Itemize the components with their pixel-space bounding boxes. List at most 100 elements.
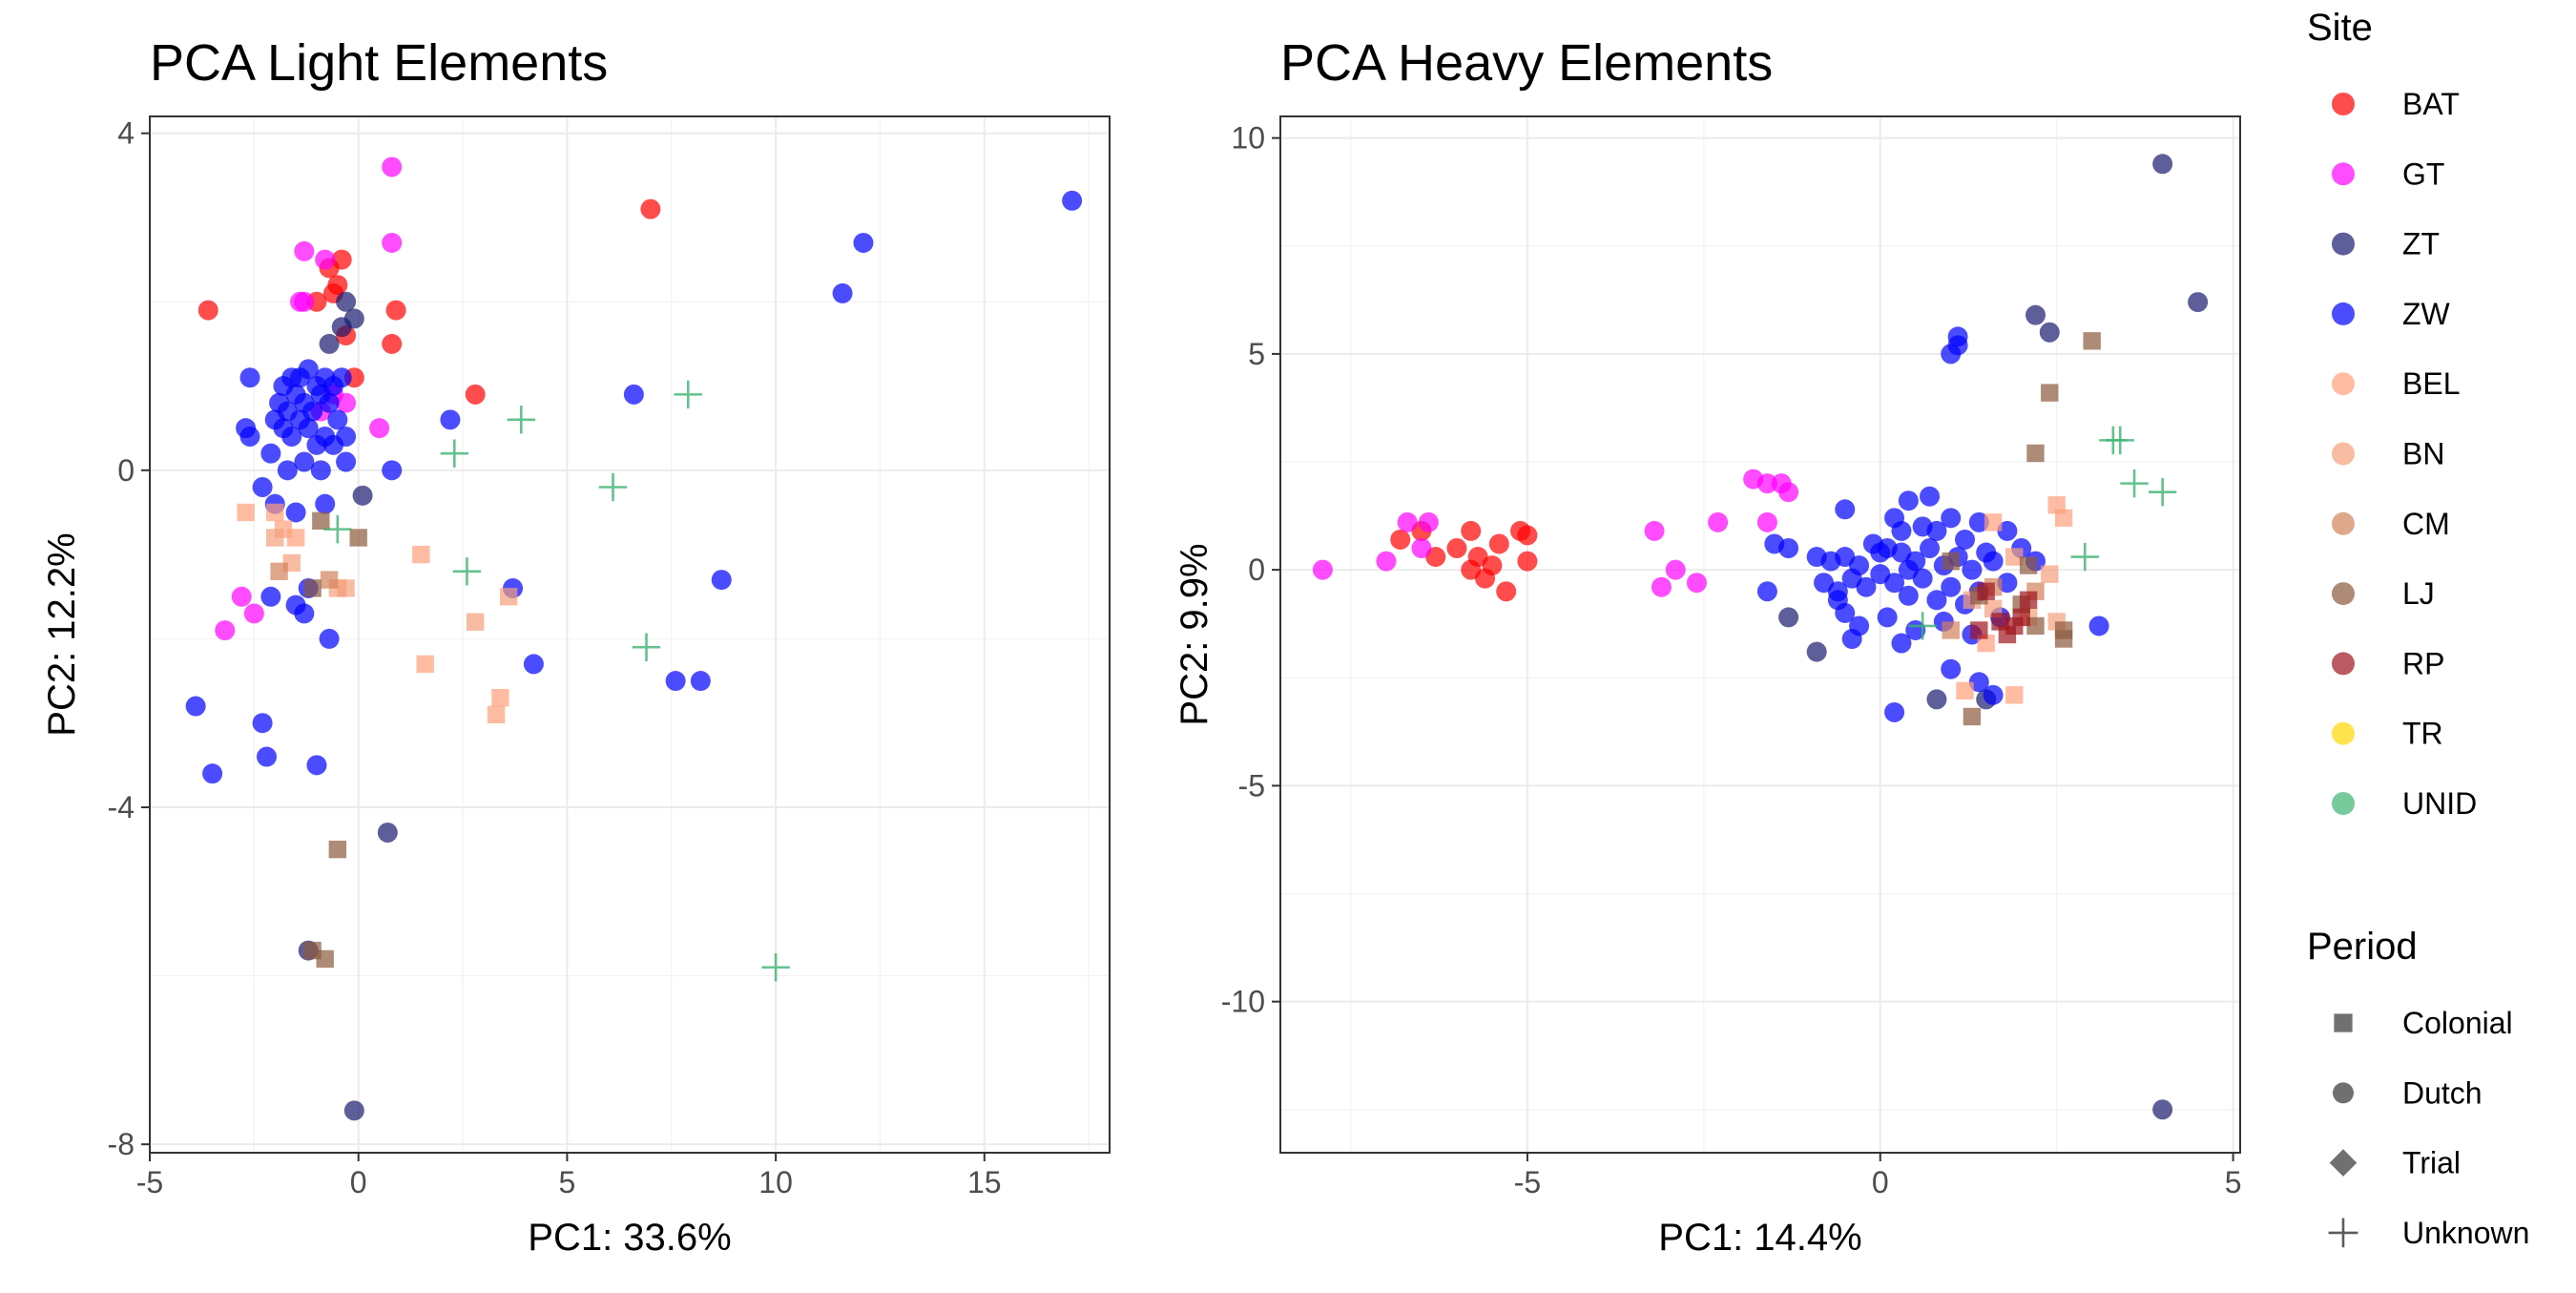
data-point-bn <box>466 613 485 631</box>
legend-item-unid: UNID <box>2332 786 2477 821</box>
data-point-bn <box>2005 548 2024 566</box>
data-point-lj <box>2026 616 2045 636</box>
data-point-zw <box>2088 615 2109 636</box>
data-point-zw <box>336 451 357 472</box>
data-point-lj <box>316 949 334 969</box>
data-point-zw <box>1870 542 1891 563</box>
data-point-bel <box>237 503 255 522</box>
data-point-zw <box>1941 508 1962 529</box>
data-point-bat <box>385 300 406 321</box>
data-point-gt <box>382 232 403 253</box>
legend-label: BEL <box>2402 366 2460 401</box>
data-point-gt <box>1708 511 1729 532</box>
data-point-bat <box>1461 559 1482 580</box>
data-point-zw <box>256 746 277 767</box>
data-point-zt <box>2025 304 2046 325</box>
data-point-zt <box>319 333 340 354</box>
data-point-gt <box>1756 473 1777 494</box>
data-point-lj <box>2054 630 2073 648</box>
data-point-zw <box>1877 607 1898 628</box>
data-point-zw <box>1941 576 1962 597</box>
data-point-rp <box>1977 582 1995 600</box>
data-point-bn <box>499 588 518 606</box>
data-point-gt <box>1778 482 1799 503</box>
data-point-unid <box>761 953 790 982</box>
data-point-zw <box>277 460 298 481</box>
data-point-zw <box>1926 590 1947 611</box>
data-point-bat <box>1517 551 1538 572</box>
data-point-zw <box>1898 490 1919 511</box>
data-point-zw <box>832 282 853 303</box>
data-point-zw <box>298 418 319 439</box>
legend-item-zw: ZW <box>2332 297 2451 331</box>
data-point-zw <box>1997 573 2018 594</box>
data-point-gt <box>1418 511 1439 532</box>
data-point-zw <box>319 628 340 649</box>
legend-key-bel <box>2332 372 2355 396</box>
data-point-unid <box>507 406 535 434</box>
data-point-zw <box>1955 529 1976 550</box>
x-tick-label: 0 <box>1872 1165 1889 1199</box>
y-tick-label: -8 <box>108 1127 135 1161</box>
legend-item-bat: BAT <box>2332 87 2460 121</box>
data-point-zw <box>440 409 461 430</box>
data-point-bel <box>491 689 509 707</box>
data-point-gt <box>336 392 357 413</box>
data-point-zw <box>1926 520 1947 541</box>
heavy-elements-panel: -5 0 5 -10 -5 0 5 10 PCA Heavy Elements PC1: 14.4… <box>1174 34 2242 1259</box>
data-point-unid <box>452 557 482 586</box>
legend-key-circle <box>2333 1082 2354 1104</box>
data-point-zw <box>1856 576 1877 597</box>
data-point-gt <box>1312 559 1333 580</box>
data-point-zw <box>623 384 644 405</box>
data-point-gt <box>215 620 236 641</box>
data-point-zw <box>319 392 340 413</box>
data-point-bn <box>266 529 284 547</box>
data-point-gt <box>1411 538 1432 558</box>
data-point-zt <box>331 317 352 338</box>
data-point-bel <box>2054 509 2073 528</box>
x-tick-label: 10 <box>758 1165 793 1199</box>
data-point-zw <box>1891 633 1912 654</box>
data-point-unid <box>674 380 702 409</box>
data-point-gt <box>243 603 264 624</box>
chart-title: PCA Heavy Elements <box>1280 34 1773 92</box>
data-point-zw <box>1827 590 1848 611</box>
data-point-gt <box>294 291 315 312</box>
legend-key-zw <box>2332 302 2355 325</box>
legend-key-zt <box>2332 232 2355 256</box>
data-point-zw <box>1997 520 2018 541</box>
panel-border <box>149 115 1111 1154</box>
legend-label: LJ <box>2402 576 2435 611</box>
legend-key-plus <box>2328 1218 2358 1248</box>
legend-item-tr: TR <box>2332 717 2443 751</box>
data-point-zt <box>2152 1099 2173 1120</box>
data-point-zw <box>1968 511 1989 532</box>
y-tick-label: 5 <box>1248 337 1265 371</box>
x-axis-label: PC1: 14.4% <box>1658 1217 1861 1259</box>
legend-key-tr <box>2332 721 2355 745</box>
data-point-zt <box>343 1100 364 1121</box>
data-point-unid <box>440 439 468 468</box>
data-point-zt <box>2039 322 2060 343</box>
data-points <box>185 156 1083 1121</box>
legend-key-gt <box>2332 162 2355 186</box>
legend: Site BAT GT ZT ZW BEL BN CM LJ RP TR UNID Period Colo… <box>2307 7 2529 1250</box>
data-point-bat <box>1461 520 1482 541</box>
data-point-zw <box>1941 658 1962 679</box>
data-point-lj <box>1942 552 1960 571</box>
data-point-bat <box>640 198 661 219</box>
data-point-zw <box>239 367 260 388</box>
x-tick-label: 0 <box>350 1165 367 1199</box>
legend-key-bn <box>2332 442 2355 466</box>
data-point-gt <box>315 249 336 270</box>
data-point-zt <box>352 485 373 506</box>
data-point-gt <box>1376 551 1397 572</box>
data-point-zw <box>336 427 357 448</box>
data-point-zw <box>315 493 336 514</box>
data-point-zw <box>310 460 331 481</box>
data-point-zw <box>1983 684 2004 705</box>
data-point-unid <box>598 472 628 502</box>
